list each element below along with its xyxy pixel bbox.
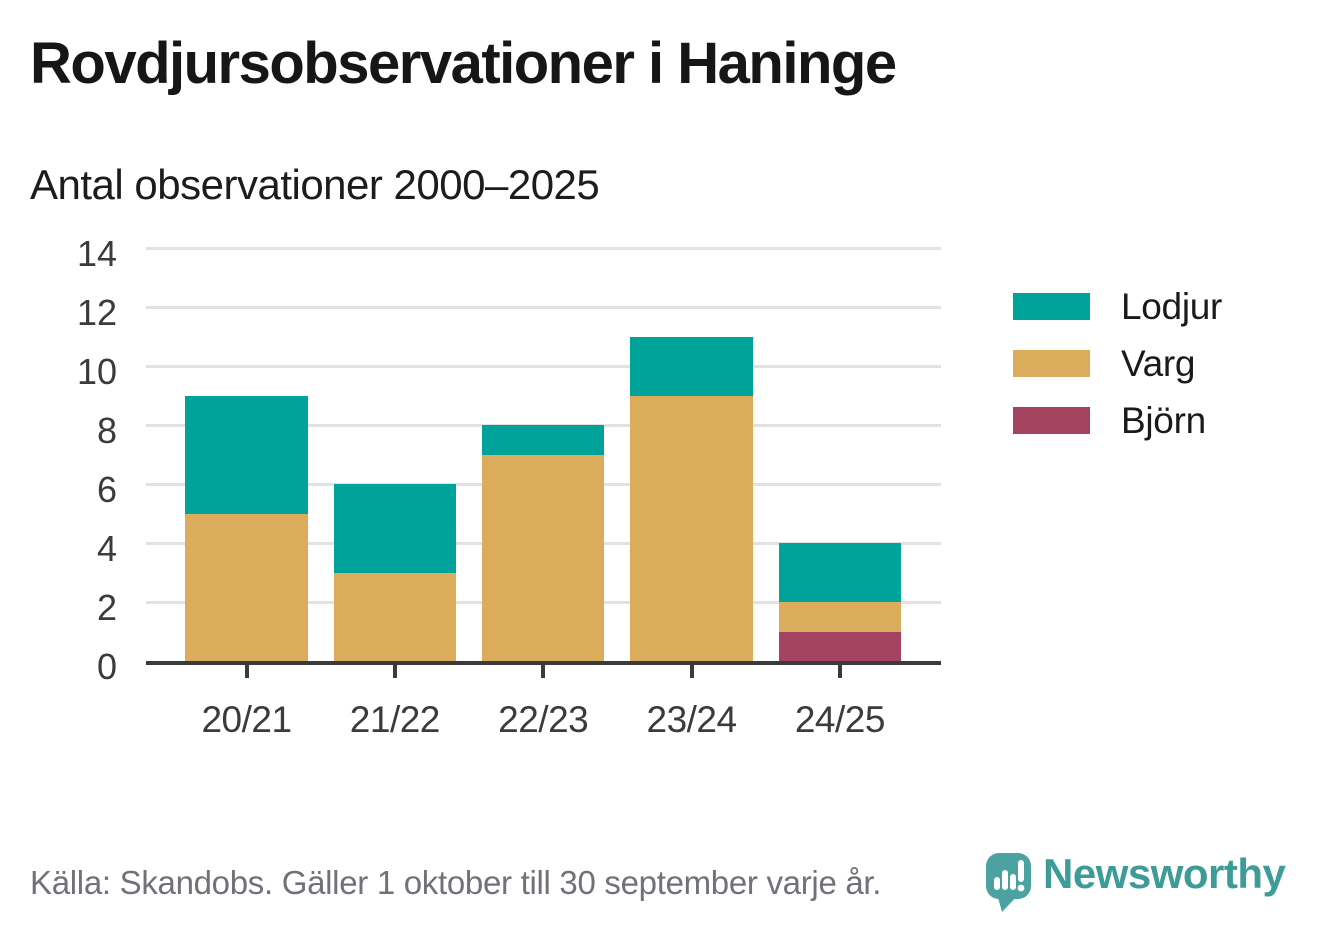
y-axis-label: 2 <box>96 587 117 628</box>
source-note: Källa: Skandobs. Gäller 1 oktober till 3… <box>30 864 882 901</box>
chart-subtitle: Antal observationer 2000–2025 <box>30 161 600 208</box>
legend-swatch-lodjur <box>1013 293 1090 320</box>
x-axis-label: 22/23 <box>498 699 589 740</box>
x-axis-tick <box>689 665 694 678</box>
gridline-y10 <box>146 364 941 368</box>
legend-label: Björn <box>1121 400 1206 441</box>
y-axis-label: 4 <box>96 528 117 569</box>
plot-area <box>146 246 941 678</box>
x-axis-label: 24/25 <box>794 699 886 740</box>
legend-swatch-björn <box>1013 407 1090 434</box>
x-axis-tick <box>837 665 842 678</box>
chart-title: Rovdjursobservationer i Haninge <box>30 31 897 96</box>
legend-label: Varg <box>1121 343 1196 384</box>
gridline-y14 <box>146 246 941 250</box>
newsworthy-logo-icon <box>986 853 1031 912</box>
x-axis-tick <box>244 665 249 678</box>
newsworthy-branding: Newsworthy <box>985 846 1286 914</box>
bar-segment-22-23-varg <box>481 454 605 661</box>
y-axis-label: 6 <box>96 469 117 510</box>
x-axis-tick <box>392 665 397 678</box>
legend-swatch-varg <box>1013 350 1090 377</box>
x-axis-label: 21/22 <box>349 699 441 740</box>
y-axis-label: 0 <box>96 646 117 687</box>
legend: Lodjur Varg Björn <box>1013 286 1223 464</box>
bar-segment-24-25-lodjur <box>778 543 902 602</box>
x-axis-tick <box>541 665 546 678</box>
bar-segment-23-24-lodjur <box>630 336 753 396</box>
bar-segment-24-25-björn <box>778 631 902 661</box>
bar-segment-20-21-varg <box>185 513 308 661</box>
legend-item-lodjur: Lodjur <box>1013 286 1223 327</box>
y-axis-label: 12 <box>76 292 117 333</box>
y-axis-label: 10 <box>76 351 117 392</box>
gridline-y12 <box>146 305 941 309</box>
bar-segment-21-22-lodjur <box>333 484 457 573</box>
legend-label: Lodjur <box>1121 286 1223 327</box>
bar-segment-24-25-varg <box>778 602 902 632</box>
bar-segment-23-24-varg <box>630 395 753 661</box>
legend-item-varg: Varg <box>1013 343 1222 384</box>
bar-segment-20-21-lodjur <box>185 395 308 514</box>
bar-segment-21-22-varg <box>333 572 457 661</box>
stacked-bar-chart: 0 2 4 6 8 10 12 14 20/21 21/22 22/23 23/24 24/25 <box>0 233 941 752</box>
newsworthy-wordmark: Newsworthy <box>1043 850 1286 897</box>
legend-item-björn: Björn <box>1013 400 1222 441</box>
x-axis-label: 20/21 <box>201 699 292 740</box>
y-axis-label: 14 <box>76 233 117 274</box>
x-axis-label: 23/24 <box>646 699 738 740</box>
y-axis-label: 8 <box>96 410 117 451</box>
bar-segment-22-23-lodjur <box>481 425 605 455</box>
